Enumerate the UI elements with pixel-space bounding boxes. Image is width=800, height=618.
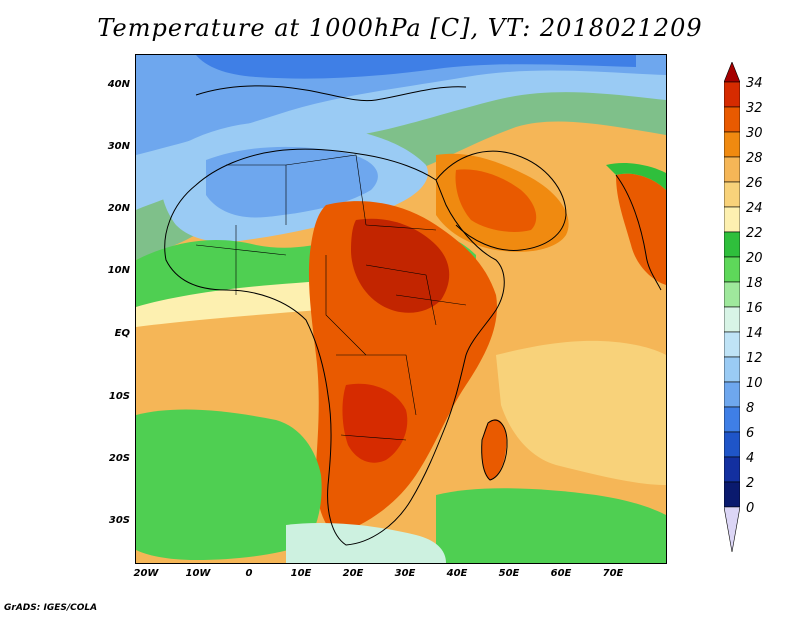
- colorbar-band-12-14: [724, 331, 740, 358]
- north-band-blue: [136, 55, 666, 155]
- lon-label-70e: 70E: [602, 568, 624, 579]
- colorbar-label-4: 4: [746, 451, 755, 466]
- southern-africa-hot: [342, 383, 408, 463]
- colorbar-band-6-8: [724, 406, 740, 433]
- colorbar-band-10-12: [724, 356, 740, 383]
- lat-label-20s: 20S: [108, 453, 130, 464]
- colorbar-label-18: 18: [746, 276, 763, 291]
- lon-label-20e: 20E: [342, 568, 364, 579]
- grads-credit: GrADS: IGES/COLA: [4, 603, 98, 613]
- map-title: Temperature at 1000hPa [C], VT: 20180212…: [97, 14, 703, 42]
- north-band-darkblue: [196, 55, 636, 79]
- colorbar-band-24-26: [724, 181, 740, 208]
- south-atlantic-green: [136, 409, 322, 560]
- indian-ocean-yellow: [496, 340, 666, 485]
- colorbar-band-18-20: [724, 256, 740, 283]
- colorbar-label-26: 26: [746, 176, 763, 191]
- colorbar-band-30-32: [724, 106, 740, 133]
- colorbar-label-14: 14: [746, 326, 763, 341]
- madagascar: [481, 419, 507, 480]
- lon-label-10w: 10W: [185, 568, 211, 579]
- coastlines: [164, 85, 662, 546]
- colorbar-band-4-6: [724, 431, 740, 458]
- colorbar-band-8-10: [724, 381, 740, 408]
- colorbar-band-32-34: [724, 81, 740, 108]
- india-green: [606, 162, 666, 190]
- lon-label-60e: 60E: [550, 568, 572, 579]
- colorbar-label-12: 12: [746, 351, 763, 366]
- sahara-blue: [206, 146, 378, 218]
- south-tip-light: [286, 523, 446, 563]
- lon-label-0: 0: [245, 568, 253, 579]
- colorbar-band-16-18: [724, 281, 740, 308]
- sudan-hottest: [351, 218, 450, 313]
- colorbar-label-10: 10: [746, 376, 763, 391]
- colorbar: [724, 62, 740, 553]
- lat-label-20n: 20N: [107, 203, 130, 214]
- colorbar-band-22-24: [724, 206, 740, 233]
- colorbar-label-22: 22: [746, 226, 763, 241]
- south-indian-green: [436, 488, 666, 563]
- lat-label-30s: 30S: [108, 515, 130, 526]
- colorbar-band-14-16: [724, 306, 740, 333]
- colorbar-label-2: 2: [746, 476, 755, 491]
- colorbar-top-arrow: [724, 62, 740, 83]
- colorbar-band-20-22: [724, 231, 740, 258]
- colorbar-label-24: 24: [746, 201, 763, 216]
- colorbar-label-28: 28: [746, 151, 763, 166]
- colorbar-label-6: 6: [746, 426, 755, 441]
- colorbar-band-0-2: [724, 481, 740, 508]
- colorbar-band-28-30: [724, 131, 740, 158]
- lat-label-10s: 10S: [108, 391, 130, 402]
- lon-label-40e: 40E: [446, 568, 468, 579]
- lon-label-10e: 10E: [290, 568, 312, 579]
- map-canvas: [136, 55, 666, 563]
- lat-label-40n: 40N: [107, 79, 130, 90]
- lon-label-20w: 20W: [133, 568, 159, 579]
- colorbar-label-0: 0: [746, 501, 755, 516]
- colorbar-label-8: 8: [746, 401, 755, 416]
- colorbar-band-2-4: [724, 456, 740, 483]
- colorbar-label-20: 20: [746, 251, 763, 266]
- colorbar-label-34: 34: [746, 76, 763, 91]
- colorbar-band-26-28: [724, 156, 740, 183]
- lon-label-50e: 50E: [498, 568, 520, 579]
- country-borders: [195, 154, 467, 441]
- colorbar-bottom-arrow: [724, 506, 740, 553]
- colorbar-label-16: 16: [746, 301, 763, 316]
- colorbar-label-32: 32: [746, 101, 763, 116]
- lon-label-30e: 30E: [394, 568, 416, 579]
- lat-label-eq: EQ: [114, 328, 130, 339]
- colorbar-label-30: 30: [746, 126, 763, 141]
- arabia-red: [455, 169, 537, 232]
- temperature-map: [135, 54, 667, 564]
- lat-label-10n: 10N: [107, 265, 130, 276]
- lat-label-30n: 30N: [107, 141, 130, 152]
